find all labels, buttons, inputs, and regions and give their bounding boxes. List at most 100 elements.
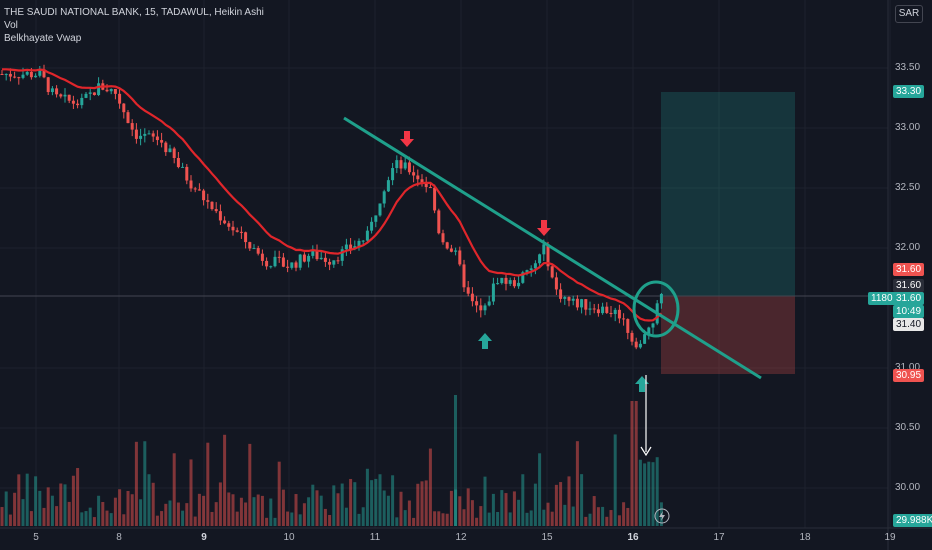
volume-bar <box>277 461 281 526</box>
volume-bar <box>475 517 479 526</box>
volume-bar <box>407 500 411 526</box>
volume-bar <box>508 512 512 526</box>
candle-body <box>441 233 445 243</box>
candle-body <box>294 262 298 268</box>
vwap-indicator-label[interactable]: Belkhayate Vwap <box>4 33 82 44</box>
candle-body <box>38 69 42 76</box>
candle-body <box>122 103 126 113</box>
candle-body <box>336 260 340 262</box>
volume-bar <box>172 453 176 526</box>
volume-bar <box>202 495 206 526</box>
candle-body <box>239 231 243 233</box>
candle-body <box>248 242 252 249</box>
candle-body <box>97 83 101 96</box>
volume-bar <box>584 516 588 526</box>
price-axis-tick: 33.50 <box>895 62 921 73</box>
volume-bar <box>454 395 457 526</box>
candle-body <box>277 256 281 258</box>
candle-body <box>340 249 344 261</box>
candle-body <box>139 135 143 139</box>
volume-bar <box>609 510 613 526</box>
currency-badge[interactable]: SAR <box>895 5 923 23</box>
volume-bar <box>332 485 336 526</box>
time-axis-tick: 9 <box>201 532 207 543</box>
candle-body <box>634 341 638 348</box>
volume-bar <box>210 511 214 526</box>
volume-bar <box>601 506 605 526</box>
price-tag: 31.60 <box>893 292 925 305</box>
volume-bar <box>622 502 626 526</box>
volume-bar <box>189 459 193 526</box>
volume-bar <box>109 513 113 526</box>
volume-bar <box>185 503 189 526</box>
candle-body <box>483 305 487 311</box>
volume-bar <box>546 502 550 526</box>
volume-bar <box>554 484 558 526</box>
volume-bar <box>235 511 239 526</box>
volume-bar <box>130 494 134 526</box>
volume-bar <box>84 511 88 526</box>
volume-bar <box>265 517 269 526</box>
lightning-icon <box>654 508 670 524</box>
candlesticks <box>0 64 663 350</box>
candle-body <box>458 250 462 265</box>
candle-body <box>80 97 84 106</box>
candle-body <box>563 297 567 299</box>
volume-bar <box>424 480 428 526</box>
candle-body <box>365 230 369 241</box>
candle-body <box>630 332 634 342</box>
volume-bar <box>441 513 445 526</box>
candle-body <box>659 293 663 304</box>
volume-bar <box>134 441 138 526</box>
candle-body <box>42 69 46 78</box>
volume-bar <box>626 507 630 526</box>
candle-body <box>542 244 546 255</box>
volume-bar <box>533 483 537 526</box>
candle-body <box>533 263 537 269</box>
price-tag: 33.30 <box>893 85 925 98</box>
time-axis-tick: 10 <box>283 532 295 543</box>
candle-body <box>55 88 59 95</box>
candle-body <box>105 89 109 92</box>
candle-body <box>307 255 311 262</box>
candle-body <box>328 261 332 265</box>
candle-body <box>382 191 386 204</box>
candle-body <box>181 166 185 168</box>
up-arrow-icon <box>635 376 649 392</box>
volume-bar <box>227 492 231 526</box>
candle-body <box>0 74 4 75</box>
volume-bar <box>239 497 243 526</box>
volume-bars <box>0 395 663 526</box>
volume-bar <box>575 441 579 526</box>
candle-body <box>168 148 172 153</box>
candle-body <box>420 179 424 183</box>
volume-bar <box>59 483 63 526</box>
volume-bar <box>386 495 390 526</box>
candle-body <box>92 92 96 96</box>
volume-bar <box>487 512 491 526</box>
volume-bar <box>13 492 17 526</box>
candle-body <box>17 77 21 79</box>
candle-body <box>391 168 395 181</box>
candle-body <box>143 133 147 136</box>
candle-body <box>50 88 54 93</box>
vwap-line <box>2 68 663 322</box>
candle-body <box>361 240 365 242</box>
candle-body <box>176 157 180 168</box>
volume-indicator-label[interactable]: Vol <box>4 20 18 31</box>
candle-body <box>126 112 130 124</box>
volume-bar <box>643 463 647 526</box>
volume-bar <box>613 434 617 526</box>
candle-body <box>319 257 323 260</box>
volume-bar <box>416 483 420 526</box>
time-axis-tick: 5 <box>33 532 39 543</box>
volume-bar <box>319 495 323 526</box>
volume-bar <box>17 474 21 526</box>
price-tag: 31.40 <box>893 318 925 331</box>
candle-body <box>172 148 176 158</box>
candle-body <box>244 232 248 243</box>
volume-bar <box>517 499 521 526</box>
candle-body <box>475 301 479 306</box>
volume-bar <box>168 500 172 526</box>
